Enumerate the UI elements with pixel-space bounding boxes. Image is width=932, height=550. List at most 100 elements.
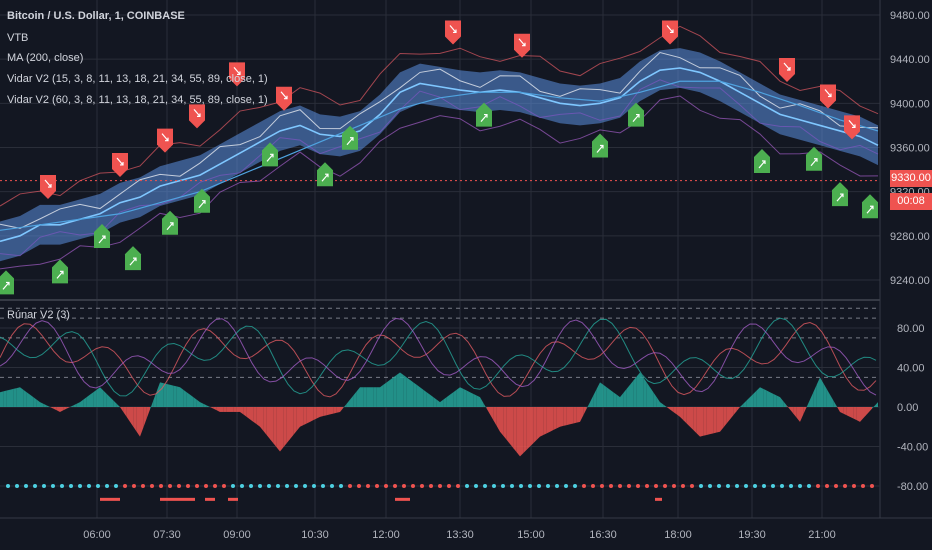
osc-signal-dot bbox=[159, 484, 163, 488]
osc-histogram-bar bbox=[283, 407, 287, 448]
osc-signal-dot bbox=[231, 484, 235, 488]
osc-histogram-bar bbox=[810, 392, 814, 407]
osc-histogram-bar bbox=[346, 399, 350, 407]
osc-histogram-bar bbox=[770, 392, 774, 407]
osc-histogram-bar bbox=[573, 407, 577, 424]
osc-histogram-bar bbox=[603, 384, 607, 407]
osc-signal-dot bbox=[537, 484, 541, 488]
osc-histogram-bar bbox=[130, 407, 134, 427]
oscillator-title[interactable]: Rúnar V2 (3) bbox=[7, 309, 70, 321]
osc-histogram-bar bbox=[790, 407, 794, 414]
sell-signal-marker bbox=[514, 33, 530, 58]
osc-signal-dot bbox=[276, 484, 280, 488]
osc-signal-dot bbox=[834, 484, 838, 488]
arrow-up-icon bbox=[2, 281, 10, 290]
osc-signal-dot bbox=[42, 484, 46, 488]
osc-histogram-bar bbox=[723, 407, 727, 428]
osc-histogram-bar bbox=[270, 407, 274, 444]
osc-signal-dot bbox=[348, 484, 352, 488]
osc-histogram-bar bbox=[113, 400, 117, 407]
osc-histogram-bar bbox=[843, 407, 847, 416]
osc-signal-dot bbox=[213, 484, 217, 488]
osc-histogram-bar bbox=[286, 407, 290, 444]
osc-histogram-bar bbox=[146, 407, 150, 419]
osc-histogram-bar bbox=[869, 407, 872, 412]
osc-histogram-bar bbox=[523, 407, 527, 454]
osc-histogram-bar bbox=[336, 407, 340, 413]
arrow-up-icon bbox=[198, 200, 206, 209]
osc-histogram-bar bbox=[530, 407, 534, 447]
osc-histogram-bar bbox=[773, 393, 777, 407]
osc-histogram-bar bbox=[70, 405, 74, 407]
osc-histogram-bar bbox=[510, 407, 514, 449]
arrow-up-icon bbox=[810, 158, 818, 167]
osc-signal-dot bbox=[33, 484, 37, 488]
osc-histogram-bar bbox=[6, 389, 10, 407]
osc-histogram-bar bbox=[410, 379, 414, 407]
legend-vtb[interactable]: VTB bbox=[7, 32, 29, 44]
buy-signal-marker bbox=[628, 102, 644, 127]
osc-histogram-bar bbox=[613, 392, 617, 407]
osc-signal-dot bbox=[366, 484, 370, 488]
osc-histogram-bar bbox=[133, 407, 137, 432]
osc-signal-dot bbox=[168, 484, 172, 488]
osc-histogram-bar bbox=[640, 372, 644, 407]
osc-histogram-bar bbox=[193, 397, 197, 407]
osc-signal-dot bbox=[645, 484, 649, 488]
osc-histogram-bar bbox=[866, 407, 869, 416]
legend-vidar-15[interactable]: Vidar V2 (15, 3, 8, 11, 13, 18, 21, 34, … bbox=[7, 73, 268, 85]
osc-histogram-bar bbox=[840, 407, 844, 414]
osc-signal-dot bbox=[618, 484, 622, 488]
osc-histogram-bar bbox=[443, 397, 447, 407]
osc-histogram-bar bbox=[560, 407, 564, 427]
osc-histogram-bar bbox=[460, 387, 464, 407]
buy-signal-marker bbox=[476, 102, 492, 127]
legend-ma[interactable]: MA (200, close) bbox=[7, 52, 84, 64]
osc-histogram-bar bbox=[806, 399, 810, 407]
osc-signal-dot bbox=[96, 484, 100, 488]
osc-histogram-bar bbox=[686, 407, 690, 427]
osc-histogram-bar bbox=[76, 402, 80, 407]
sell-signal-marker bbox=[229, 62, 245, 87]
osc-histogram-bar bbox=[420, 387, 424, 407]
osc-histogram-bar bbox=[253, 407, 257, 425]
arrow-up-icon bbox=[596, 144, 604, 153]
osc-histogram-bar bbox=[666, 407, 670, 410]
osc-histogram-bar bbox=[720, 407, 724, 432]
osc-signal-dot bbox=[681, 484, 685, 488]
osc-histogram-bar bbox=[750, 393, 754, 407]
osc-histogram-bar bbox=[400, 372, 404, 407]
osc-histogram-bar bbox=[43, 403, 47, 407]
sell-signal-marker bbox=[820, 84, 836, 109]
osc-histogram-bar bbox=[743, 400, 747, 407]
osc-histogram-bar bbox=[696, 407, 700, 437]
osc-histogram-bar bbox=[276, 407, 280, 452]
osc-histogram-bar bbox=[316, 407, 320, 419]
arrow-up-icon bbox=[56, 270, 64, 279]
osc-histogram-bar bbox=[240, 407, 244, 415]
osc-histogram-bar bbox=[580, 407, 584, 422]
osc-histogram-bar bbox=[470, 392, 474, 407]
osc-histogram-bar bbox=[303, 407, 307, 426]
osc-histogram-bar bbox=[333, 407, 337, 414]
osc-histogram-bar bbox=[623, 388, 627, 407]
arrow-up-icon bbox=[129, 257, 137, 266]
osc-signal-dot bbox=[564, 484, 568, 488]
osc-histogram-bar bbox=[60, 407, 64, 412]
time-tick-label: 21:00 bbox=[808, 529, 836, 541]
osc-histogram-bar bbox=[423, 389, 427, 407]
osc-histogram-bar bbox=[786, 405, 790, 410]
osc-histogram-bar bbox=[796, 407, 800, 422]
osc-histogram-bar bbox=[213, 407, 217, 411]
osc-histogram-bar bbox=[556, 407, 560, 429]
buy-signal-marker bbox=[832, 182, 848, 207]
osc-signal-dot bbox=[699, 484, 703, 488]
legend-vidar-60[interactable]: Vidar V2 (60, 3, 8, 11, 13, 18, 21, 34, … bbox=[7, 94, 268, 106]
osc-histogram-bar bbox=[310, 407, 314, 422]
arrow-up-icon bbox=[98, 235, 106, 244]
osc-histogram-bar bbox=[343, 403, 347, 408]
osc-signal-dot bbox=[78, 484, 82, 488]
osc-histogram-bar bbox=[590, 395, 594, 407]
